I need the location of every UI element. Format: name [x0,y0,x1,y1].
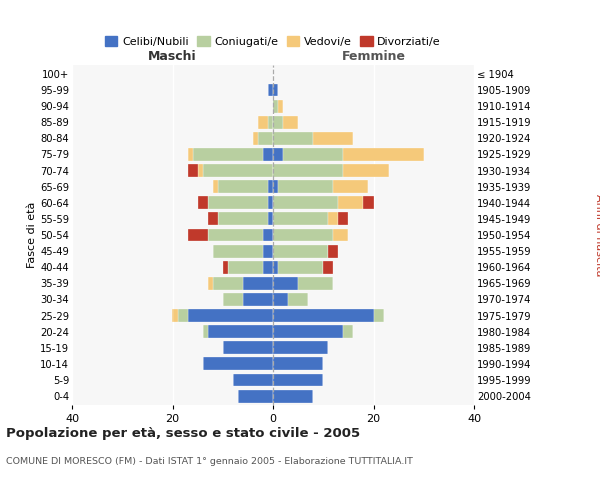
Bar [263,228,273,241]
Bar [268,116,273,128]
Bar [273,180,278,193]
Y-axis label: Anni di nascita: Anni di nascita [593,194,600,276]
Bar [208,277,212,290]
Bar [283,116,298,128]
Bar [334,228,349,241]
Bar [188,309,273,322]
Bar [273,277,298,290]
Bar [278,100,283,112]
Bar [268,84,273,96]
Bar [273,325,343,338]
Bar [178,309,188,322]
Bar [328,244,338,258]
Bar [218,212,268,226]
Bar [212,180,218,193]
Bar [268,196,273,209]
Bar [273,261,278,274]
Bar [273,100,278,112]
Bar [273,342,328,354]
Bar [188,148,193,161]
Bar [197,196,208,209]
Bar [373,309,383,322]
Bar [253,132,258,145]
Bar [273,148,283,161]
Bar [208,196,268,209]
Bar [273,228,334,241]
Bar [273,374,323,386]
Bar [223,342,273,354]
Bar [278,180,334,193]
Bar [273,390,313,402]
Bar [273,293,288,306]
Bar [203,164,273,177]
Bar [208,212,218,226]
Bar [188,164,197,177]
Bar [273,116,283,128]
Bar [273,212,328,226]
Bar [258,132,273,145]
Bar [273,132,313,145]
Bar [343,148,424,161]
Bar [173,309,178,322]
Text: Popolazione per età, sesso e stato civile - 2005: Popolazione per età, sesso e stato civil… [6,428,360,440]
Bar [223,261,228,274]
Y-axis label: Fasce di età: Fasce di età [28,202,37,268]
Bar [283,148,343,161]
Bar [273,358,323,370]
Bar [298,277,334,290]
Bar [338,196,364,209]
Bar [334,180,368,193]
Bar [364,196,373,209]
Bar [238,390,273,402]
Bar [263,148,273,161]
Bar [212,244,263,258]
Bar [268,180,273,193]
Bar [273,164,343,177]
Bar [243,293,273,306]
Bar [243,277,273,290]
Bar [273,196,338,209]
Bar [273,84,278,96]
Bar [218,180,268,193]
Bar [203,358,273,370]
Bar [323,261,334,274]
Bar [343,164,389,177]
Bar [223,293,243,306]
Bar [197,164,203,177]
Bar [228,261,263,274]
Bar [343,325,353,338]
Bar [263,261,273,274]
Bar [208,325,273,338]
Bar [268,212,273,226]
Text: Maschi: Maschi [148,50,197,62]
Bar [193,148,263,161]
Bar [212,277,243,290]
Bar [273,309,373,322]
Bar [338,212,349,226]
Bar [263,244,273,258]
Bar [278,261,323,274]
Bar [208,228,263,241]
Text: COMUNE DI MORESCO (FM) - Dati ISTAT 1° gennaio 2005 - Elaborazione TUTTITALIA.IT: COMUNE DI MORESCO (FM) - Dati ISTAT 1° g… [6,458,413,466]
Bar [313,132,353,145]
Bar [258,116,268,128]
Bar [273,244,328,258]
Text: Femmine: Femmine [341,50,406,62]
Bar [328,212,338,226]
Bar [188,228,208,241]
Bar [233,374,273,386]
Legend: Celibi/Nubili, Coniugati/e, Vedovi/e, Divorziati/e: Celibi/Nubili, Coniugati/e, Vedovi/e, Di… [101,32,445,51]
Bar [288,293,308,306]
Bar [203,325,208,338]
